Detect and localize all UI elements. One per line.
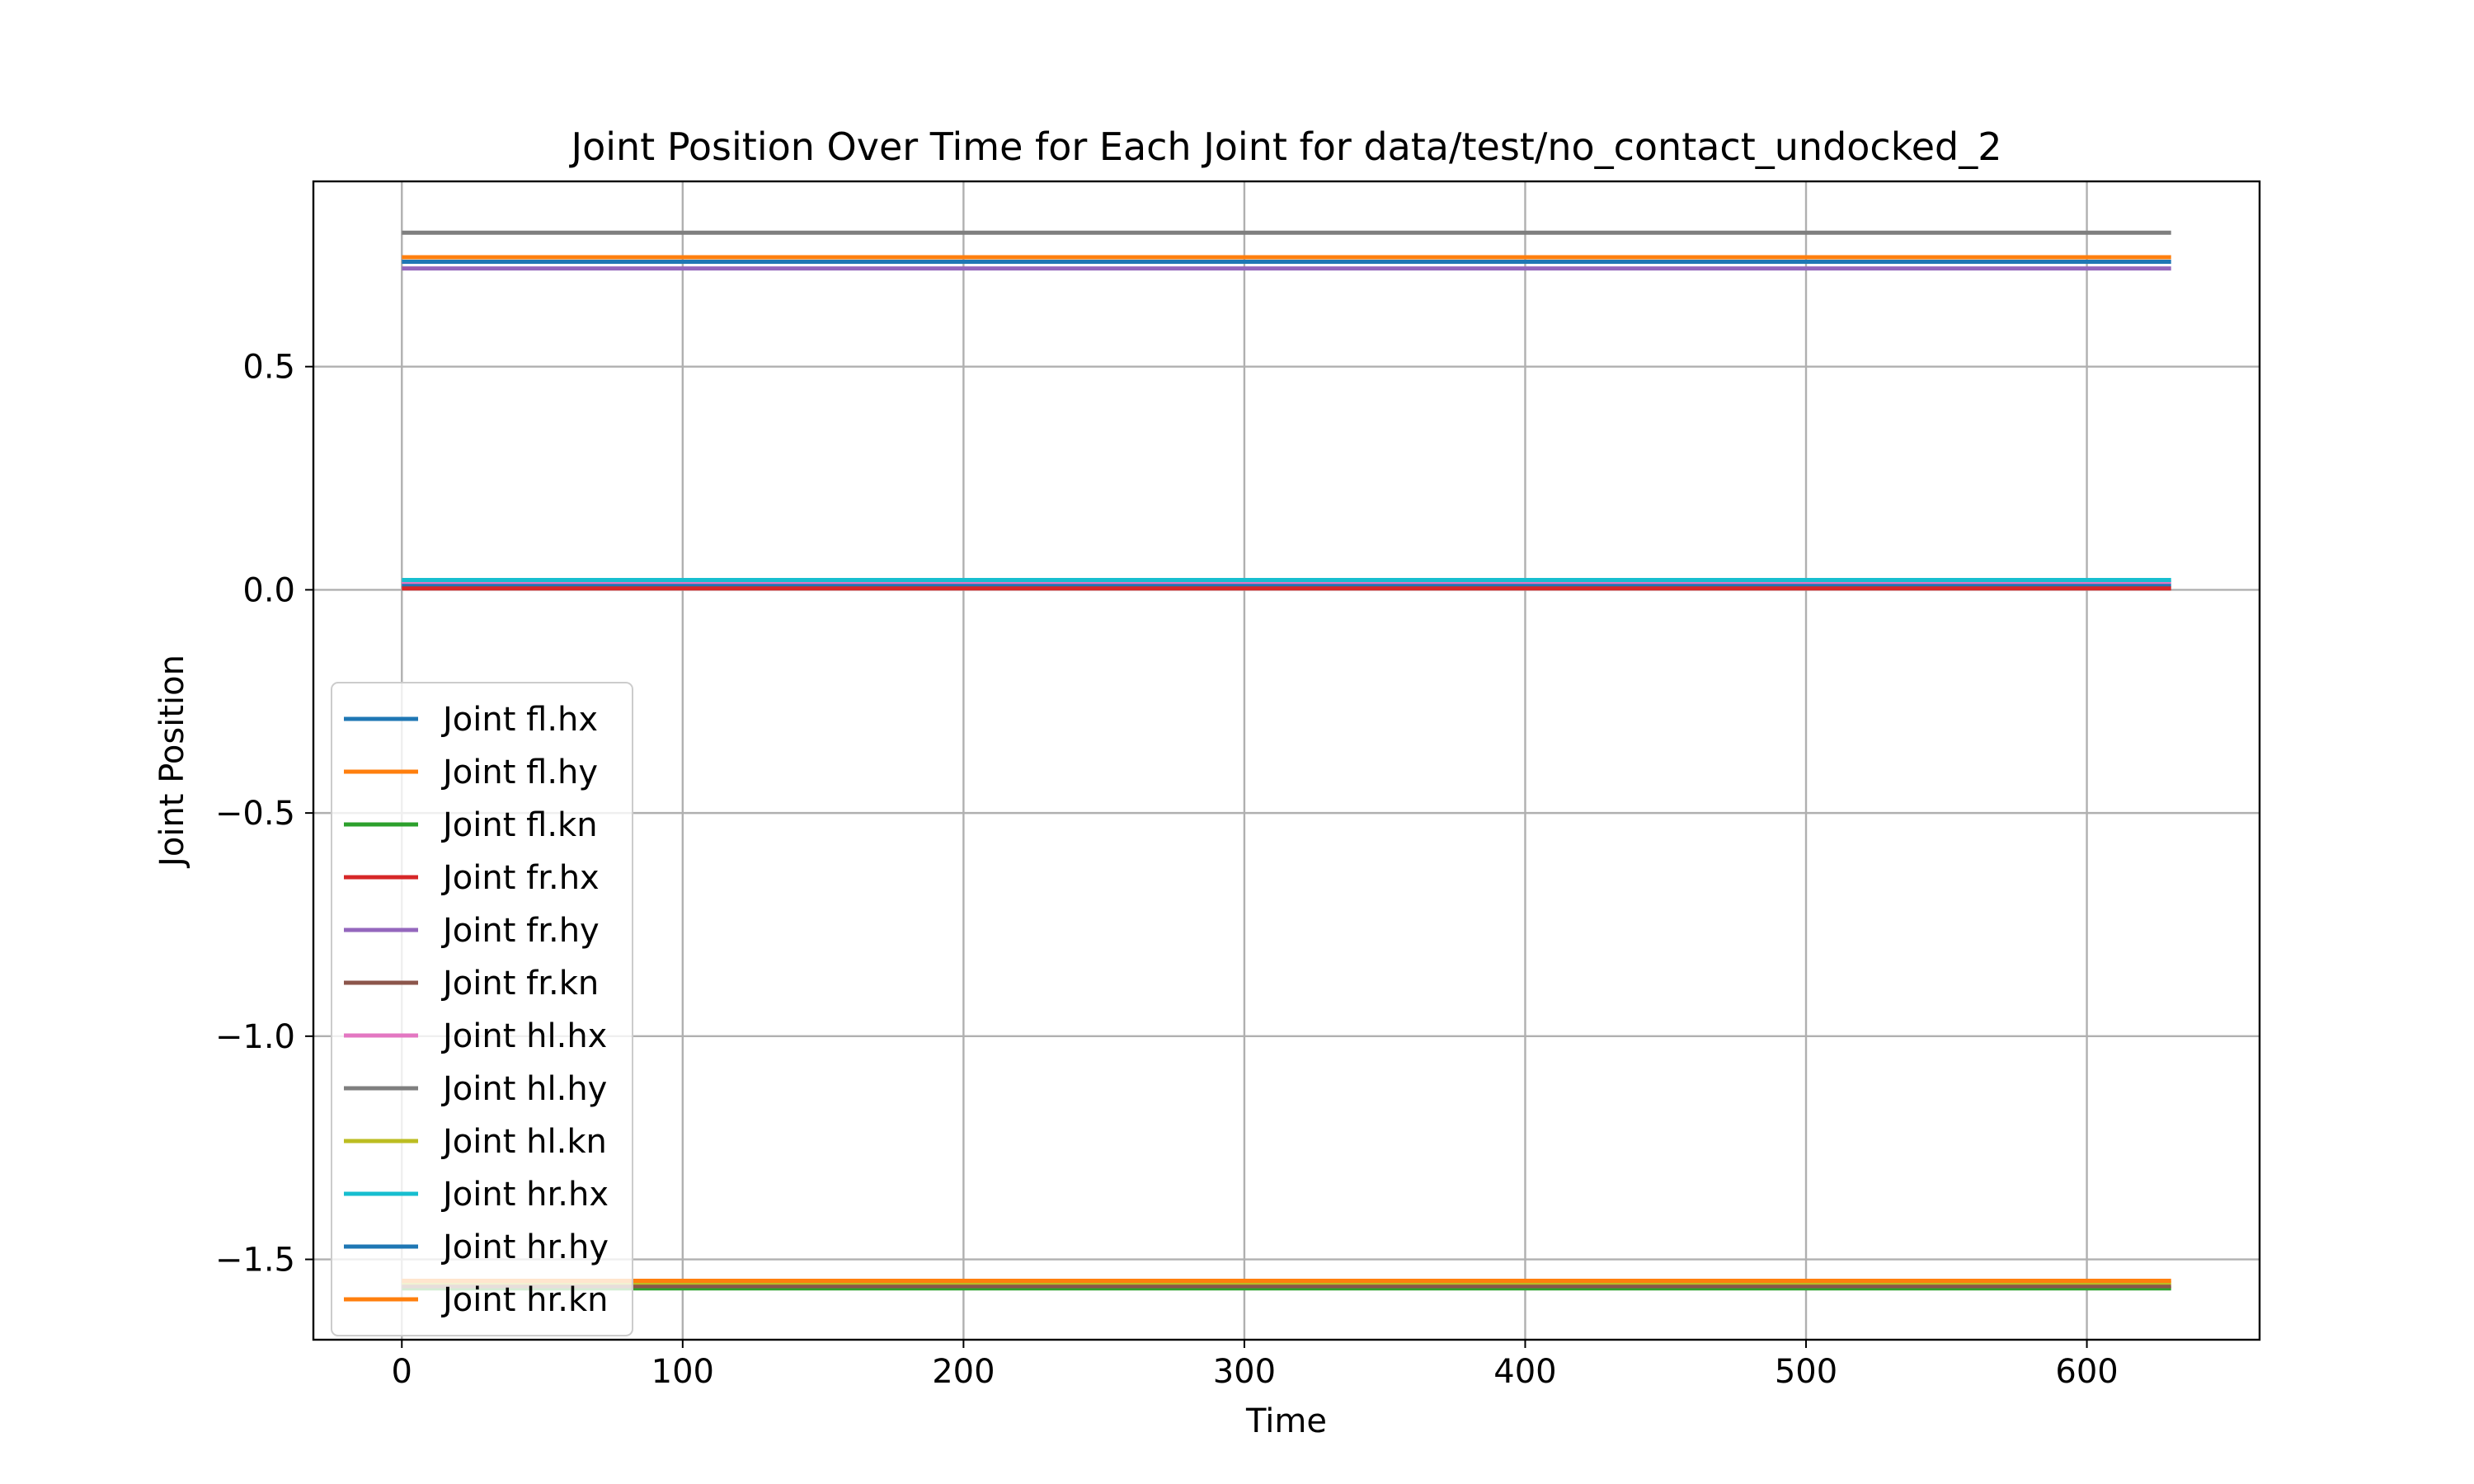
series-lines [402, 230, 2171, 1291]
x-tick-label: 500 [1775, 1353, 1837, 1391]
chart-title: Joint Position Over Time for Each Joint … [569, 124, 2002, 169]
y-tick-label: 0.5 [242, 349, 295, 387]
legend-label: Joint hr.hx [440, 1176, 609, 1214]
legend-label: Joint hl.kn [440, 1123, 607, 1161]
x-tick-label: 600 [2055, 1353, 2118, 1391]
legend-label: Joint fr.hy [440, 912, 600, 950]
plot-frame [312, 180, 2261, 1341]
legend-label: Joint hl.hy [440, 1070, 607, 1108]
y-tick-label: 0.0 [242, 571, 295, 609]
legend-box [331, 682, 633, 1336]
y-tick-label: −0.5 [215, 795, 295, 833]
legend-label: Joint hr.hy [440, 1228, 609, 1266]
legend-label: Joint fr.hx [440, 859, 600, 897]
legend-label: Joint fr.kn [440, 965, 599, 1003]
x-tick-label: 200 [932, 1353, 995, 1391]
legend-label: Joint fl.hx [440, 701, 598, 739]
legend-label: Joint fl.kn [440, 806, 598, 844]
legend: Joint fl.hx Joint fl.hy Joint fl.kn Joint f… [331, 682, 633, 1336]
y-tick-label: −1.0 [215, 1018, 295, 1056]
ticks: 0 100 200 300 400 500 600 −1.5 −1.0 −0.5 0.0 0.5 [215, 349, 2119, 1391]
x-tick-label: 100 [651, 1353, 714, 1391]
x-tick-label: 0 [392, 1353, 412, 1391]
x-tick-label: 400 [1493, 1353, 1556, 1391]
x-axis-label: Time [1245, 1402, 1327, 1440]
legend-label: Joint hr.kn [440, 1281, 609, 1319]
legend-label: Joint fl.hy [440, 754, 598, 791]
y-tick-label: −1.5 [215, 1242, 295, 1280]
y-axis-label: Joint Position [153, 655, 191, 869]
x-tick-label: 300 [1213, 1353, 1276, 1391]
legend-label: Joint hl.hx [440, 1017, 607, 1055]
